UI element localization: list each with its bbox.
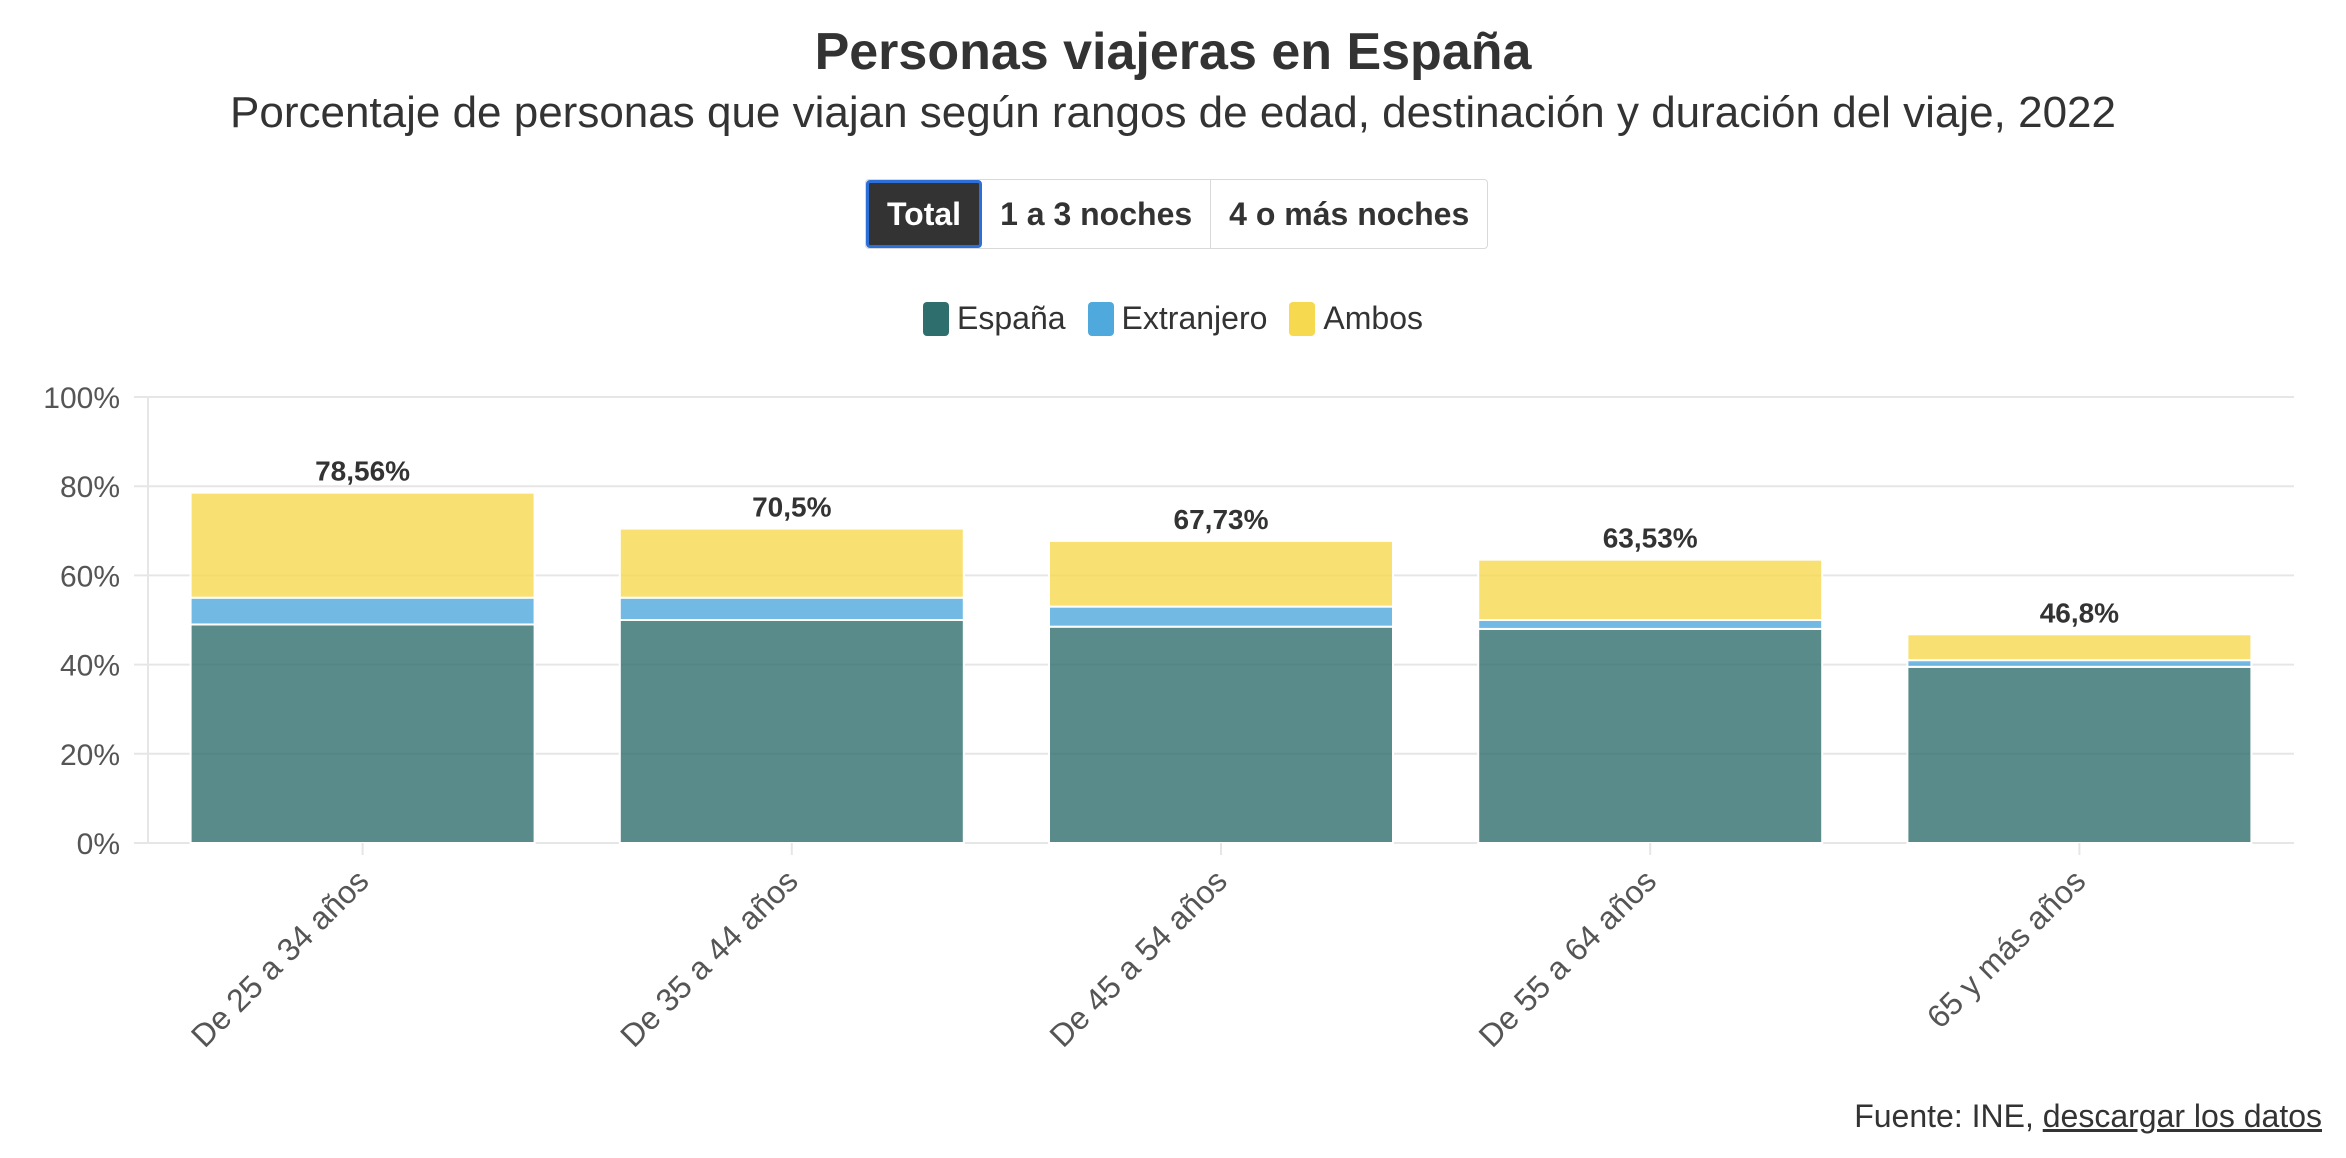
- legend-label-ambos: Ambos: [1323, 300, 1423, 336]
- bar-espana: [1048, 625, 1394, 844]
- legend-swatch-extranjero: [1087, 301, 1114, 336]
- legend-swatch-ambos: [1289, 301, 1316, 336]
- tab-total[interactable]: Total: [866, 180, 983, 248]
- bar-ambos: [618, 527, 965, 599]
- y-tick-label: 60%: [60, 560, 120, 593]
- bar-extranjero: [1906, 659, 2253, 668]
- x-tick-label: De 35 a 44 años: [613, 862, 805, 1054]
- x-tick-label: De 55 a 64 años: [1472, 862, 1664, 1054]
- source-note: Fuente: INE, descargar los datos: [1854, 1098, 2322, 1135]
- bar-ambos: [1048, 539, 1394, 608]
- chart-subtitle: Porcentaje de personas que viajan según …: [230, 88, 2116, 137]
- total-label: 46,8%: [2040, 597, 2119, 628]
- legend-item-extranjero[interactable]: Extranjero: [1087, 300, 1268, 337]
- legend-item-ambos[interactable]: Ambos: [1289, 300, 1423, 337]
- bar-ambos: [1906, 633, 2253, 662]
- total-label: 78,56%: [315, 456, 410, 487]
- duration-tabs: Total 1 a 3 noches 4 o más noches: [865, 179, 1489, 249]
- y-tick-label: 0%: [77, 828, 120, 861]
- y-tick-label: 100%: [43, 382, 120, 415]
- x-tick-label: De 45 a 54 años: [1042, 862, 1234, 1054]
- download-data-link[interactable]: descargar los datos: [2042, 1098, 2322, 1134]
- chart-title: Personas viajeras en España: [814, 23, 1532, 81]
- source-prefix: Fuente: INE,: [1854, 1098, 2043, 1134]
- bar-extranjero: [1477, 619, 1824, 630]
- legend-label-espana: España: [957, 300, 1066, 336]
- x-tick-label: De 25 a 34 años: [184, 862, 376, 1054]
- y-tick-label: 80%: [60, 471, 120, 504]
- y-tick-label: 40%: [60, 650, 120, 683]
- tab-4-o-mas-noches[interactable]: 4 o más noches: [1229, 195, 1470, 232]
- bar-extranjero: [618, 596, 965, 622]
- total-label: 63,53%: [1603, 523, 1698, 554]
- bar-espana: [1477, 627, 1824, 844]
- bar-ambos: [1477, 558, 1824, 621]
- bar-espana: [189, 623, 536, 845]
- total-label: 67,73%: [1174, 504, 1269, 535]
- legend-label-extranjero: Extranjero: [1121, 300, 1268, 336]
- x-tick-label: 65 y más años: [1920, 862, 2093, 1035]
- y-tick-label: 20%: [60, 739, 120, 772]
- bar-extranjero: [1048, 605, 1394, 628]
- legend-item-espana[interactable]: España: [923, 300, 1066, 337]
- legend-swatch-espana: [923, 301, 950, 336]
- bar-extranjero: [189, 596, 536, 626]
- total-label: 70,5%: [752, 492, 831, 523]
- bar-espana: [1906, 665, 2253, 845]
- tab-1-a-3-noches[interactable]: 1 a 3 noches: [982, 180, 1212, 248]
- bar-ambos: [189, 491, 536, 599]
- bar-espana: [618, 619, 965, 844]
- chart-legend: España Extranjero Ambos: [0, 300, 2346, 337]
